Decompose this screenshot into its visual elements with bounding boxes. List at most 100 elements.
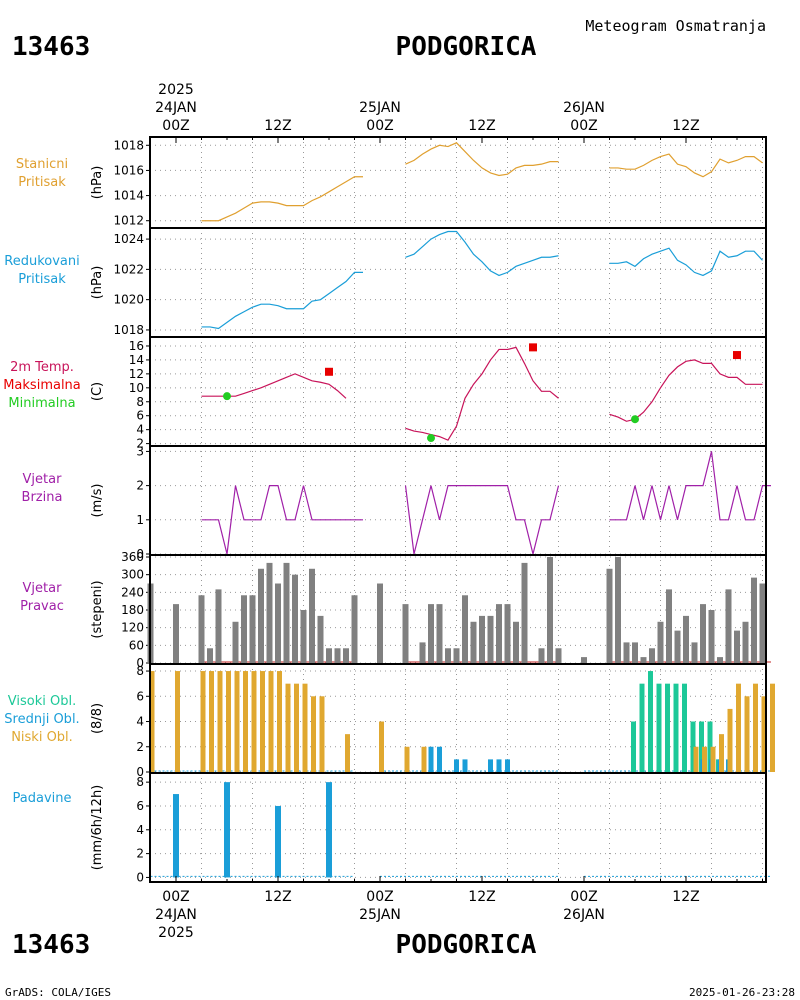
panel-label: Srednji Obl. — [4, 712, 79, 727]
bar-vjetar_pravac — [453, 648, 460, 663]
station-id-top: 13463 — [12, 32, 90, 62]
time-label-bottom: 12Z — [468, 889, 495, 905]
bar-vjetar_pravac — [309, 568, 315, 663]
time-label-top: 00Z — [570, 118, 597, 134]
bar-oblaci — [673, 683, 679, 772]
bar-vjetar_pravac — [436, 604, 443, 663]
y-tick-label: 0 — [136, 870, 144, 884]
bar-oblaci — [648, 671, 653, 772]
y-tick-label: 6 — [136, 689, 144, 703]
y-tick-label: 8 — [136, 395, 144, 409]
series-line-vjetar_brzina — [201, 485, 363, 555]
bar-vjetar_pravac — [292, 574, 298, 663]
panel-label: Stanicni — [16, 157, 68, 172]
bar-oblaci — [175, 671, 180, 772]
time-label-top: 2025 — [158, 82, 194, 98]
bar-vjetar_pravac — [402, 604, 409, 663]
series-line-redukovani — [201, 271, 363, 330]
bar-oblaci — [744, 696, 750, 772]
y-tick-label: 1024 — [113, 232, 144, 246]
bar-vjetar_pravac — [470, 621, 477, 663]
bar-vjetar_pravac — [504, 604, 511, 663]
bar-vjetar_pravac — [496, 604, 502, 663]
bar-vjetar_pravac — [173, 604, 179, 663]
bar-oblaci — [707, 721, 713, 772]
time-label-top: 12Z — [264, 118, 291, 134]
unit-label: (C) — [90, 382, 105, 401]
bar-oblaci — [311, 696, 316, 772]
series-line-redukovani — [405, 230, 559, 277]
unit-label: (m/s) — [90, 484, 105, 518]
bar-vjetar_pravac — [326, 648, 332, 663]
bar-vjetar_pravac — [666, 589, 672, 663]
bar-vjetar_pravac — [334, 648, 341, 663]
series-line-temperatura — [405, 346, 559, 441]
time-label-top: 00Z — [162, 118, 189, 134]
panel-frame — [149, 227, 767, 338]
bar-oblaci — [665, 683, 670, 772]
y-tick-label: 6 — [136, 799, 144, 813]
station-id-bottom: 13463 — [12, 930, 90, 960]
tmax-marker — [529, 343, 537, 352]
bar-oblaci — [462, 759, 468, 772]
bar-vjetar_pravac — [717, 657, 723, 663]
panel-label: 2m Temp. — [10, 360, 74, 375]
bar-padavine — [224, 782, 230, 878]
panel-label: Pravac — [20, 599, 64, 614]
bar-oblaci — [719, 734, 724, 772]
y-tick-label: 60 — [129, 638, 144, 652]
bar-padavine — [173, 794, 179, 878]
bar-vjetar_pravac — [487, 615, 494, 663]
bar-vjetar_pravac — [377, 583, 383, 663]
panel-frame — [149, 445, 767, 556]
y-tick-label: 1018 — [113, 138, 144, 152]
bar-vjetar_pravac — [606, 568, 613, 663]
time-label-bottom: 2025 — [158, 925, 194, 941]
bar-oblaci — [302, 683, 308, 772]
panel-label: Brzina — [22, 490, 63, 505]
bar-oblaci — [345, 734, 350, 772]
series-line-vjetar_brzina — [609, 451, 771, 521]
bar-oblaci — [496, 759, 502, 772]
bar-oblaci — [437, 746, 442, 772]
time-label-bottom: 00Z — [570, 889, 597, 905]
time-label-top: 24JAN — [155, 100, 197, 116]
series-line-temperatura — [609, 359, 763, 422]
bar-oblaci — [243, 671, 248, 772]
bar-oblaci — [209, 671, 214, 772]
bar-oblaci — [200, 671, 206, 772]
series-line-redukovani — [609, 247, 763, 277]
bar-oblaci — [404, 746, 410, 772]
y-tick-label: 180 — [121, 603, 144, 617]
panel-label: Maksimalna — [3, 378, 81, 393]
bar-vjetar_pravac — [351, 595, 358, 663]
tmax-marker — [733, 351, 741, 360]
bar-vjetar_pravac — [708, 610, 715, 663]
bar-vjetar_pravac — [343, 648, 349, 663]
bar-oblaci — [379, 721, 384, 772]
bar-oblaci — [753, 683, 758, 772]
panel-label: Padavine — [13, 791, 72, 806]
panel-label: Vjetar — [23, 472, 63, 487]
bar-vjetar_pravac — [538, 648, 545, 663]
y-tick-label: 360 — [121, 550, 144, 564]
time-label-bottom: 25JAN — [359, 907, 401, 923]
y-tick-label: 16 — [129, 339, 144, 353]
panel-label: Redukovani — [4, 254, 79, 269]
bar-vjetar_pravac — [419, 642, 426, 663]
bar-vjetar_pravac — [742, 621, 749, 663]
bar-oblaci — [260, 671, 265, 772]
bar-oblaci — [217, 671, 223, 772]
series-line-stanicni — [609, 153, 763, 178]
y-tick-label: 2 — [136, 479, 144, 493]
y-tick-label: 2 — [136, 437, 144, 451]
bar-oblaci — [710, 746, 716, 772]
unit-label: (mm/6h/12h) — [90, 785, 105, 871]
bar-vjetar_pravac — [751, 577, 757, 663]
bar-oblaci — [149, 671, 155, 772]
y-tick-label: 1018 — [113, 323, 144, 337]
bar-vjetar_pravac — [283, 562, 290, 663]
footer-timestamp: 2025-01-26-23:28 — [689, 986, 795, 999]
panel-padavine: 0 2 4 6 8 Padavine (mm/6h/12h) — [13, 772, 771, 884]
